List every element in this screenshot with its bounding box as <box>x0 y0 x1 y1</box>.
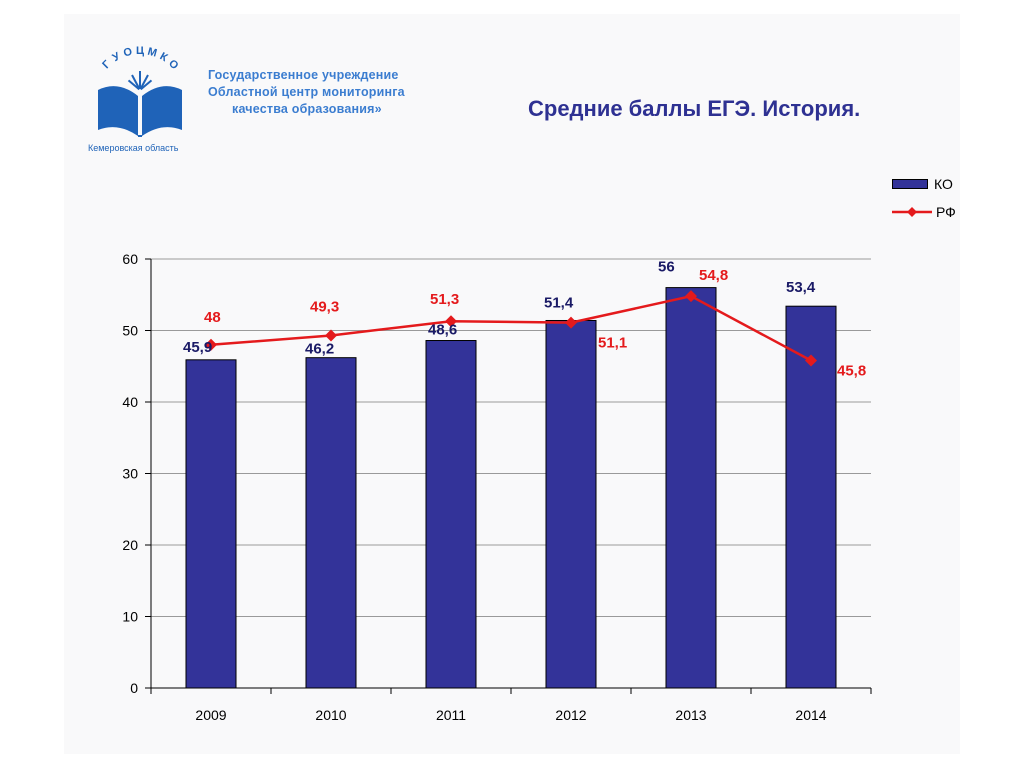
bar <box>425 340 477 689</box>
logo-icon: ГУ О Ц М КО <box>98 45 182 137</box>
y-tick-label: 0 <box>130 680 138 696</box>
bar-data-label: 56 <box>658 259 675 276</box>
bar <box>545 319 597 689</box>
legend-swatch-bar <box>892 179 928 189</box>
y-tick-label: 10 <box>122 609 138 625</box>
line-data-label: 49,3 <box>310 299 339 316</box>
line-marker <box>805 354 817 367</box>
legend: КО РФ <box>892 174 956 230</box>
legend-item-rf: РФ <box>892 202 956 222</box>
bar-data-label: 48,6 <box>428 322 457 339</box>
line-marker <box>565 316 577 329</box>
line-marker <box>685 290 697 303</box>
bar-data-label: 51,4 <box>544 294 574 311</box>
logo-letter: Ц <box>136 45 144 57</box>
bar <box>185 359 237 689</box>
bar-data-label: 46,2 <box>305 341 334 358</box>
line-data-label: 45,8 <box>837 363 866 380</box>
line-marker <box>445 315 457 328</box>
bar-data-label: 45,9 <box>183 339 212 356</box>
bar <box>305 357 357 689</box>
y-tick-label: 50 <box>122 323 138 339</box>
x-tick-label: 2013 <box>675 707 706 723</box>
line-marker <box>325 329 337 342</box>
legend-swatch-line <box>892 207 932 217</box>
y-tick-label: 20 <box>122 537 138 553</box>
x-tick-label: 2009 <box>195 707 226 723</box>
y-tick-label: 30 <box>122 466 138 482</box>
logo-letter: М <box>146 46 158 60</box>
x-tick-label: 2014 <box>795 707 826 723</box>
org-line-1: Государственное учреждение <box>208 68 399 82</box>
series-line-rf <box>210 294 812 362</box>
x-tick-label: 2011 <box>436 707 466 723</box>
legend-item-ko: КО <box>892 174 956 194</box>
logo-letter: О <box>122 46 134 60</box>
legend-label-rf: РФ <box>936 204 956 220</box>
bar <box>665 287 717 689</box>
y-tick-label: 60 <box>122 251 138 267</box>
line-marker <box>205 338 217 351</box>
org-line-3: качества образования» <box>232 102 382 116</box>
y-tick-label: 40 <box>122 394 138 410</box>
slide-title: Средние баллы ЕГЭ. История. <box>528 96 861 121</box>
line-data-label: 54,8 <box>699 267 728 284</box>
line-data-label: 51,3 <box>430 291 459 308</box>
bar-data-label: 53,4 <box>786 279 816 296</box>
line-data-label: 51,1 <box>598 335 627 352</box>
x-tick-label: 2012 <box>555 707 586 723</box>
logo-region-text: Кемеровская область <box>88 143 179 153</box>
legend-label-ko: КО <box>934 176 953 192</box>
org-line-2: Областной центр мониторинга <box>208 85 405 99</box>
line-data-label: 48 <box>204 309 221 326</box>
organization-name: Государственное учреждение Областной цен… <box>208 67 405 118</box>
x-tick-label: 2010 <box>315 707 346 723</box>
